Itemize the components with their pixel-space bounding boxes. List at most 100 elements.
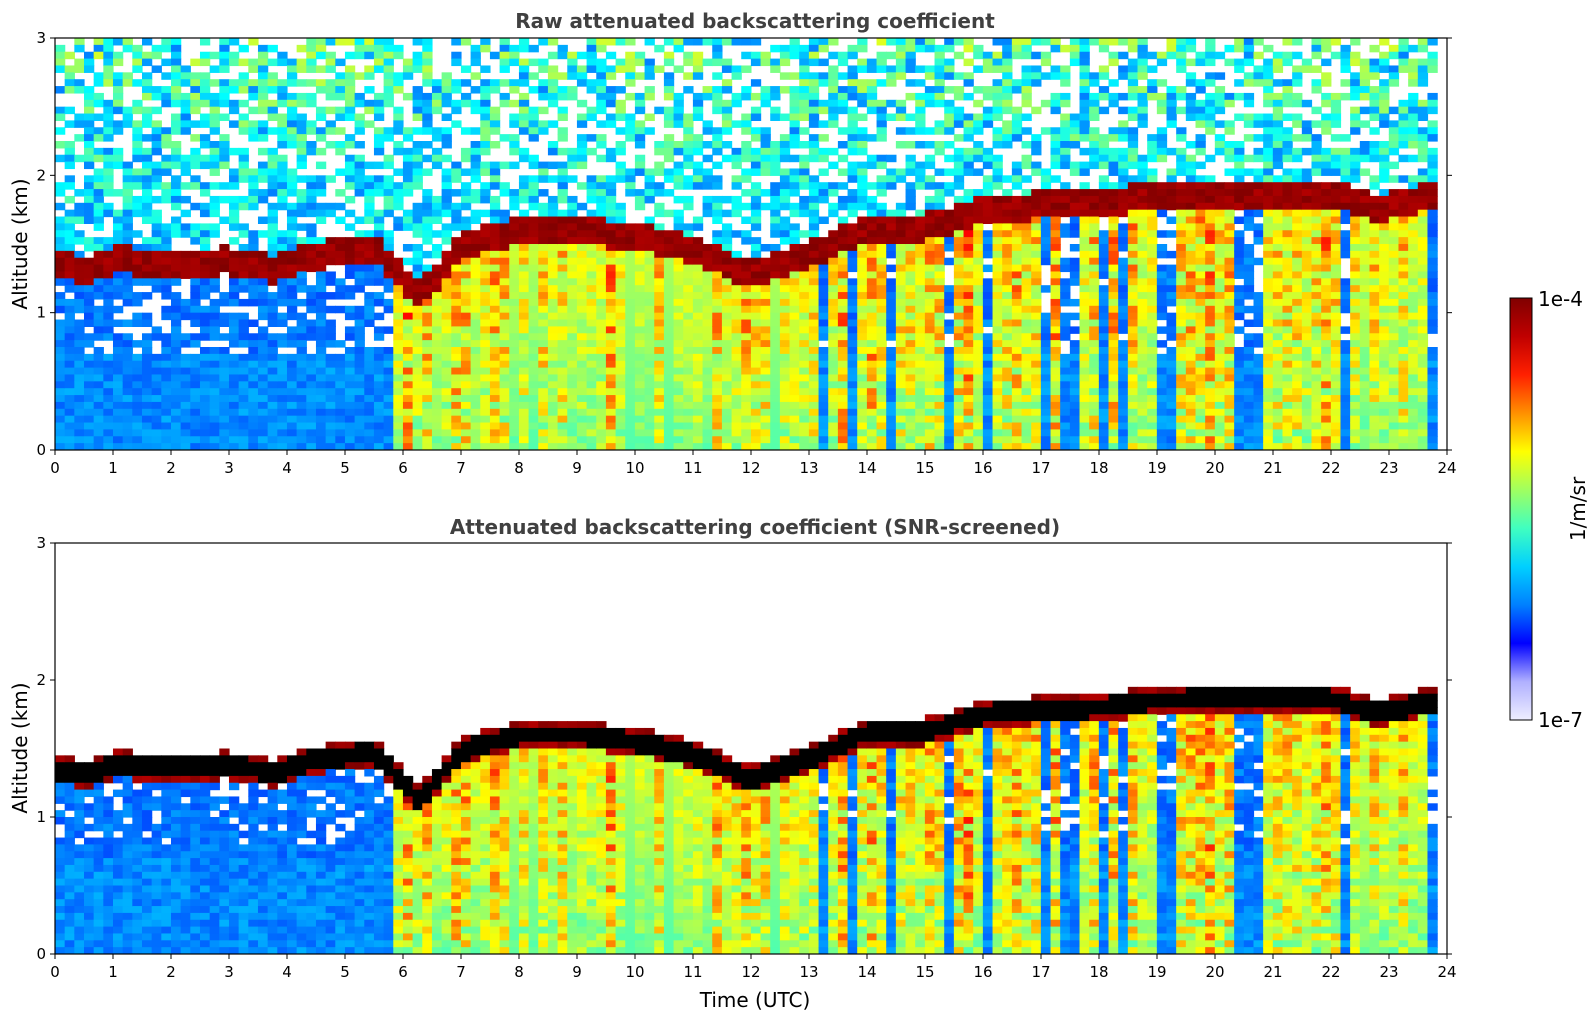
heatmap-cell: [161, 340, 172, 348]
heatmap-cell: [509, 353, 520, 362]
heatmap-cell: [141, 271, 153, 279]
heatmap-cell: [828, 381, 839, 389]
heatmap-cell: [344, 381, 356, 389]
heatmap-cell: [799, 415, 810, 424]
heatmap-cell: [335, 340, 346, 348]
heatmap-cell: [383, 86, 394, 94]
heatmap-cell: [451, 381, 462, 389]
heatmap-cell: [528, 340, 539, 348]
heatmap-cell: [673, 292, 684, 300]
heatmap-cell: [731, 388, 742, 396]
heatmap-cell: [344, 250, 356, 259]
heatmap-cell: [518, 58, 530, 67]
heatmap-cell: [828, 257, 839, 266]
heatmap-cell: [74, 443, 85, 450]
heatmap-cell: [818, 285, 829, 293]
heatmap-cell: [219, 312, 230, 321]
heatmap-cell: [663, 340, 675, 348]
heatmap-cell: [663, 319, 675, 327]
heatmap-cell: [567, 58, 578, 67]
heatmap-cell: [325, 388, 336, 396]
heatmap-cell: [973, 408, 984, 417]
heatmap-cell: [141, 161, 153, 170]
heatmap-cell: [895, 168, 907, 176]
heatmap-cell: [808, 141, 820, 149]
heatmap-cell: [373, 429, 385, 437]
heatmap-cell: [84, 353, 95, 362]
heatmap-cell: [55, 381, 66, 389]
heatmap-cell: [992, 429, 1003, 437]
heatmap-cell: [373, 271, 385, 279]
heatmap-cell: [557, 408, 568, 417]
heatmap-cell: [538, 340, 549, 348]
heatmap-cell: [567, 401, 578, 410]
heatmap-cell: [586, 436, 597, 444]
heatmap-cell: [750, 285, 762, 293]
heatmap-cell: [799, 161, 810, 170]
heatmap-cell: [238, 113, 249, 121]
heatmap-cell: [750, 250, 762, 259]
heatmap-cell: [122, 244, 133, 252]
heatmap-cell: [344, 271, 356, 279]
heatmap-cell: [934, 395, 945, 403]
heatmap-cell: [789, 271, 800, 279]
heatmap-cell: [770, 443, 781, 450]
heatmap-cell: [1011, 113, 1023, 121]
heatmap-cell: [402, 168, 414, 176]
heatmap-cell: [634, 271, 646, 279]
heatmap-cell: [982, 381, 994, 389]
heatmap-cell: [663, 134, 675, 142]
heatmap-cell: [779, 443, 791, 450]
heatmap-cell: [982, 195, 994, 204]
heatmap-cell: [818, 257, 829, 266]
heatmap-cell: [315, 257, 327, 266]
heatmap-cell: [992, 312, 1003, 321]
heatmap-cell: [905, 408, 916, 417]
heatmap-cell: [55, 113, 66, 121]
heatmap-cell: [905, 388, 916, 396]
heatmap-cell: [866, 408, 878, 417]
heatmap-cell: [277, 422, 288, 430]
heatmap-cell: [692, 58, 704, 67]
heatmap-cell: [74, 189, 85, 197]
heatmap-cell: [364, 422, 375, 430]
heatmap-cell: [770, 401, 781, 410]
heatmap-cell: [586, 292, 597, 300]
heatmap-cell: [1021, 292, 1032, 300]
heatmap-cell: [55, 216, 66, 224]
heatmap-cell: [731, 422, 742, 430]
heatmap-cell: [296, 415, 307, 424]
heatmap-cell: [267, 422, 278, 430]
heatmap-cell: [103, 271, 114, 279]
heatmap-cell: [789, 141, 800, 149]
heatmap-cell: [460, 381, 472, 389]
heatmap-cell: [828, 209, 839, 218]
heatmap-cell: [1021, 388, 1032, 396]
heatmap-cell: [64, 319, 75, 327]
heatmap-cell: [721, 237, 733, 245]
heatmap-cell: [915, 353, 926, 362]
heatmap-cell: [567, 237, 578, 245]
heatmap-cell: [509, 333, 520, 341]
heatmap-cell: [528, 319, 539, 327]
heatmap-cell: [1031, 333, 1042, 341]
heatmap-cell: [364, 374, 375, 382]
heatmap-cell: [480, 285, 491, 293]
heatmap-cell: [93, 353, 104, 362]
heatmap-cell: [383, 271, 394, 279]
heatmap-cell: [576, 182, 588, 190]
heatmap-cell: [837, 401, 849, 410]
heatmap-cell: [615, 202, 626, 211]
heatmap-cell: [702, 92, 713, 101]
heatmap-cell: [615, 113, 626, 121]
heatmap-cell: [741, 65, 752, 73]
heatmap-cell: [644, 415, 655, 424]
heatmap-cell: [460, 154, 472, 163]
heatmap-cell: [267, 347, 278, 355]
heatmap-cell: [953, 298, 965, 307]
heatmap-cell: [847, 319, 858, 327]
heatmap-cell: [528, 422, 539, 430]
heatmap-cell: [412, 271, 423, 279]
heatmap-cell: [441, 298, 452, 307]
heatmap-cell: [132, 106, 143, 115]
